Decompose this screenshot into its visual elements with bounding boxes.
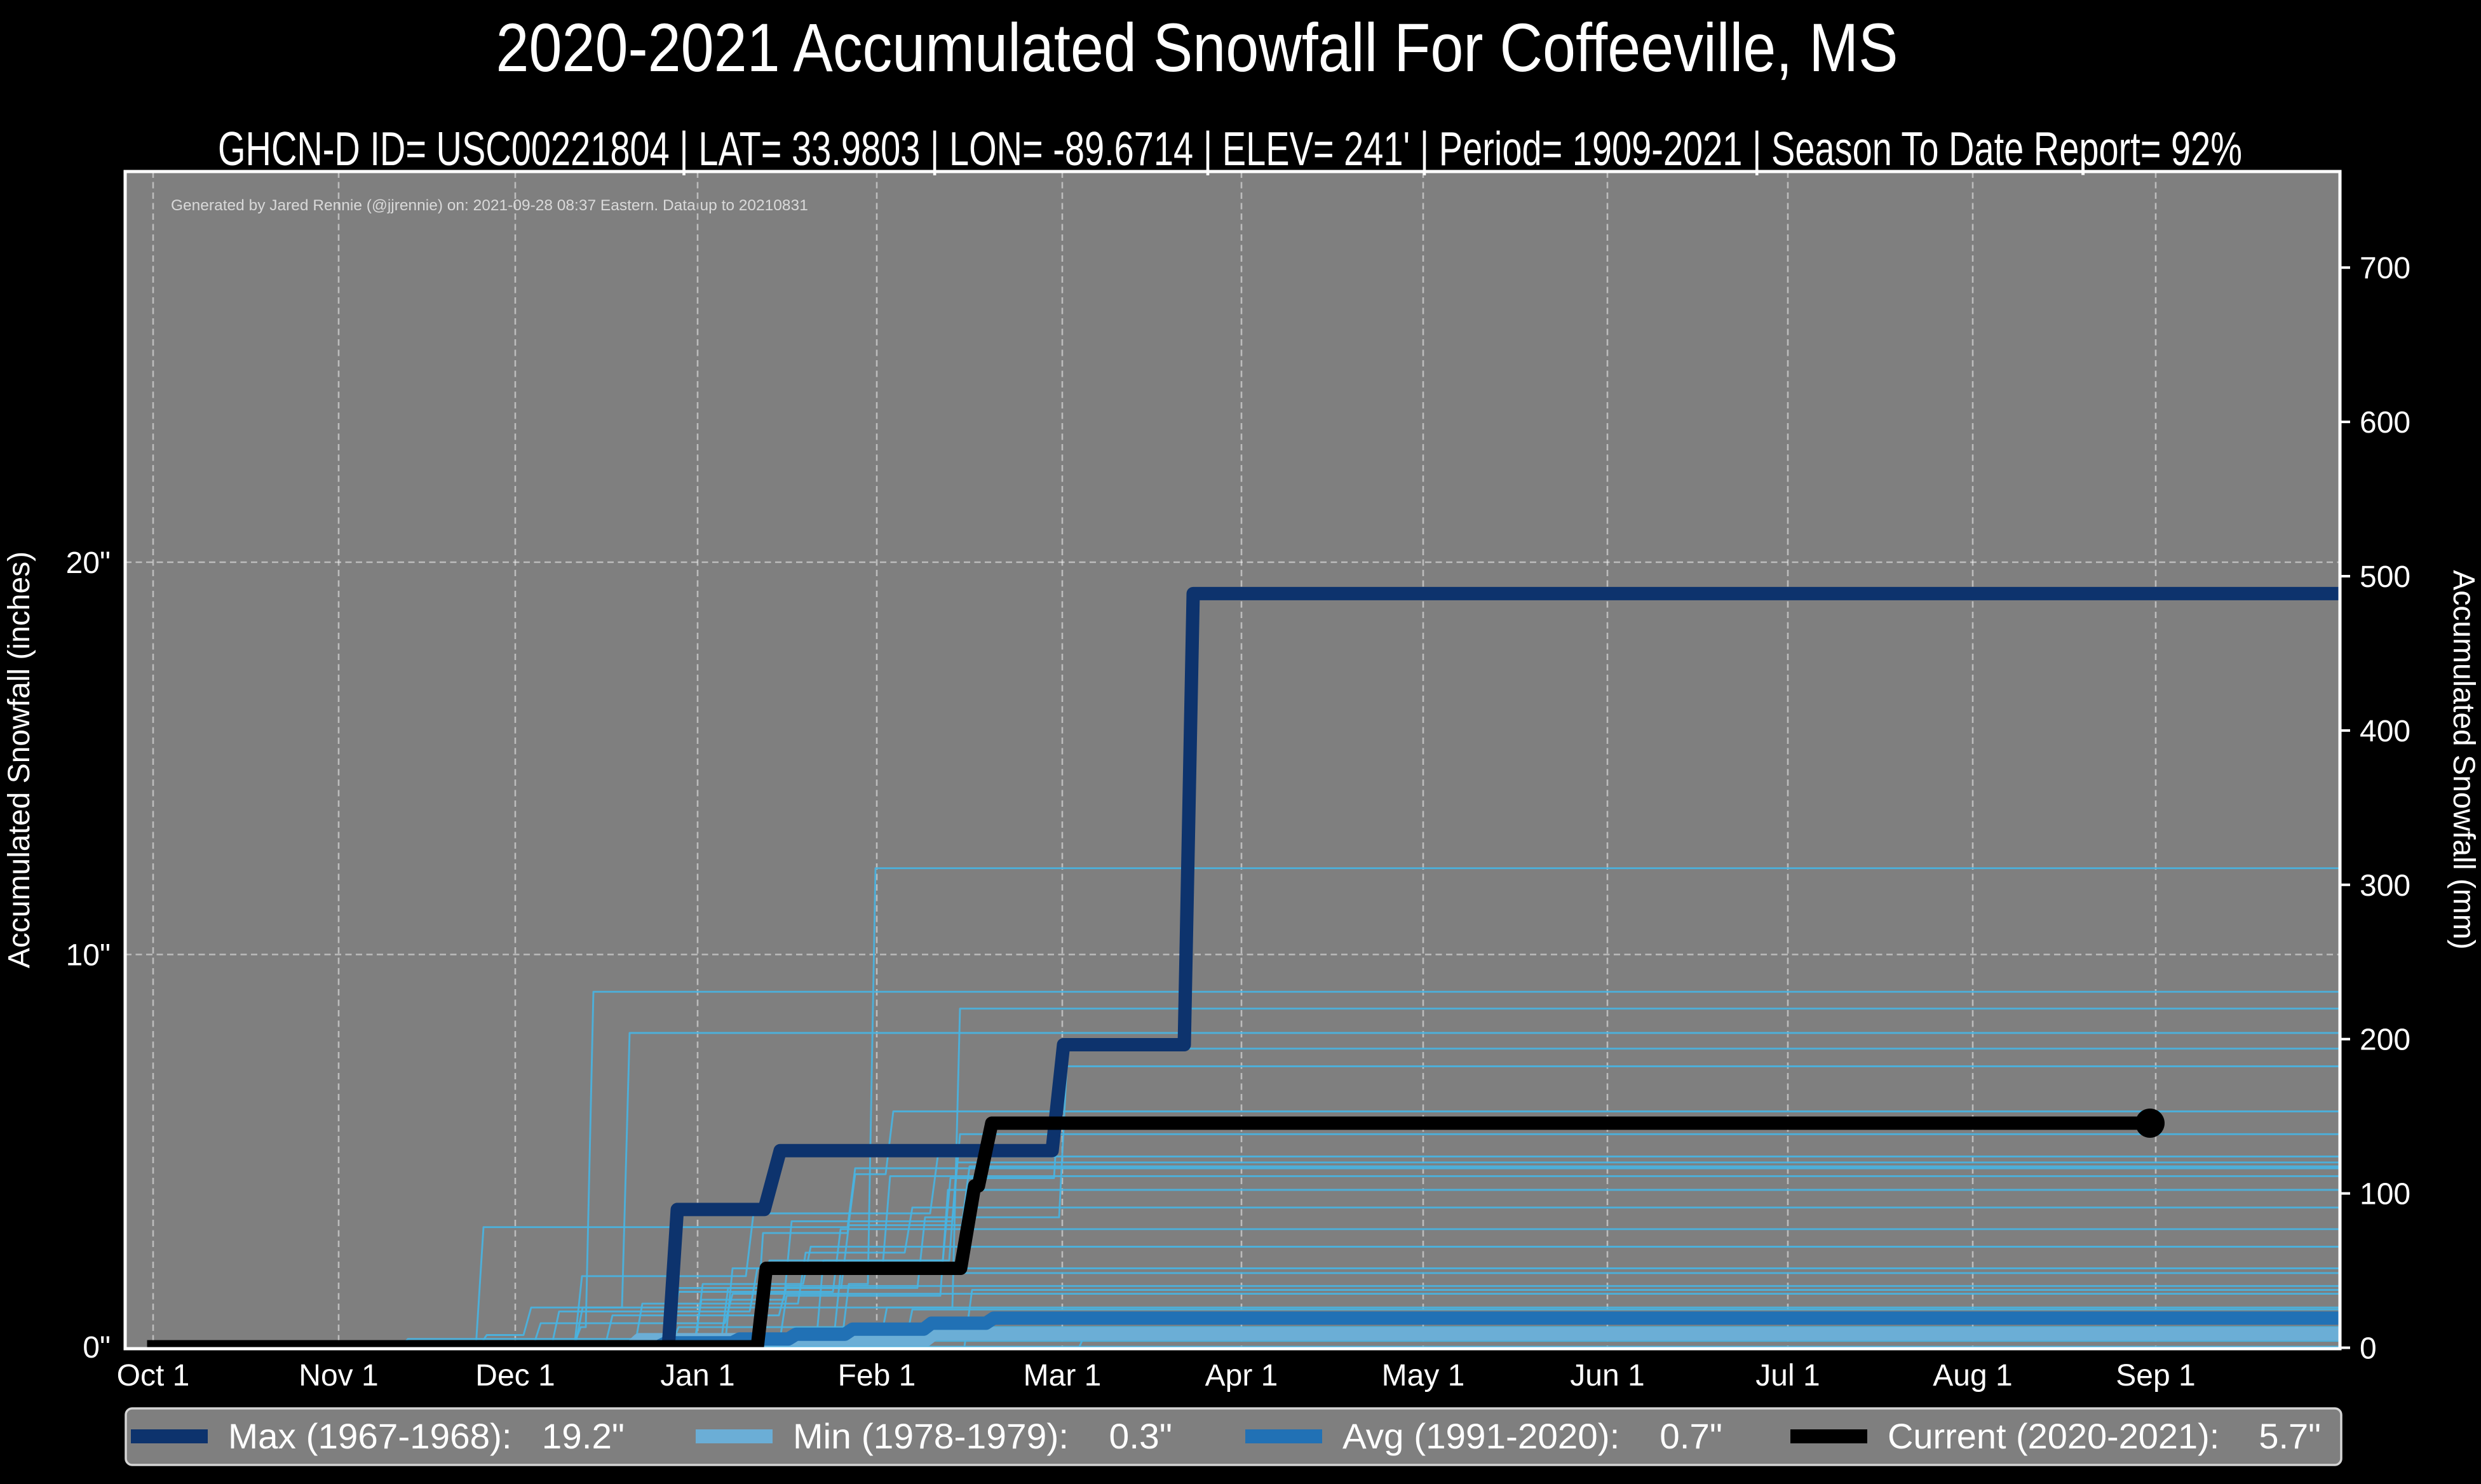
svg-text:Accumulated Snowfall (mm): Accumulated Snowfall (mm) [2447,570,2480,950]
svg-text:May 1: May 1 [1382,1359,1465,1393]
svg-text:500: 500 [2360,560,2410,594]
svg-text:Accumulated Snowfall (inches): Accumulated Snowfall (inches) [3,551,36,968]
svg-text:0: 0 [2360,1332,2377,1366]
svg-text:Generated by Jared Rennie (@jj: Generated by Jared Rennie (@jjrennie) on… [171,197,808,214]
svg-text:Feb 1: Feb 1 [838,1359,916,1393]
svg-text:Current (2020-2021): 5.7": Current (2020-2021): 5.7" [1888,1416,2321,1456]
svg-text:10": 10" [66,939,111,973]
svg-text:Jul 1: Jul 1 [1755,1359,1820,1393]
svg-text:Apr 1: Apr 1 [1205,1359,1278,1393]
svg-text:Max (1967-1968): 19.2": Max (1967-1968): 19.2" [228,1416,625,1456]
svg-text:Dec 1: Dec 1 [475,1359,555,1393]
svg-text:0": 0" [83,1331,111,1365]
svg-text:300: 300 [2360,869,2410,903]
svg-text:Min (1978-1979): 0.3": Min (1978-1979): 0.3" [793,1416,1172,1456]
svg-text:Nov 1: Nov 1 [299,1359,378,1393]
svg-text:20": 20" [66,546,111,580]
svg-text:2020-2021 Accumulated Snowfall: 2020-2021 Accumulated Snowfall For Coffe… [496,9,1898,86]
svg-text:700: 700 [2360,252,2410,285]
svg-text:Mar 1: Mar 1 [1024,1359,1102,1393]
svg-text:Avg (1991-2020): 0.7": Avg (1991-2020): 0.7" [1342,1416,1722,1456]
svg-text:GHCN-D ID= USC00221804 | LAT=: GHCN-D ID= USC00221804 | LAT= 33.9803 | … [218,122,2242,175]
svg-text:600: 600 [2360,406,2410,440]
svg-text:200: 200 [2360,1023,2410,1057]
svg-text:100: 100 [2360,1178,2410,1211]
svg-text:Aug 1: Aug 1 [1933,1359,2012,1393]
svg-text:Sep 1: Sep 1 [2116,1359,2195,1393]
svg-text:400: 400 [2360,715,2410,748]
svg-text:Jun 1: Jun 1 [1570,1359,1644,1393]
svg-text:Jan 1: Jan 1 [660,1359,734,1393]
svg-text:Oct 1: Oct 1 [117,1359,190,1393]
